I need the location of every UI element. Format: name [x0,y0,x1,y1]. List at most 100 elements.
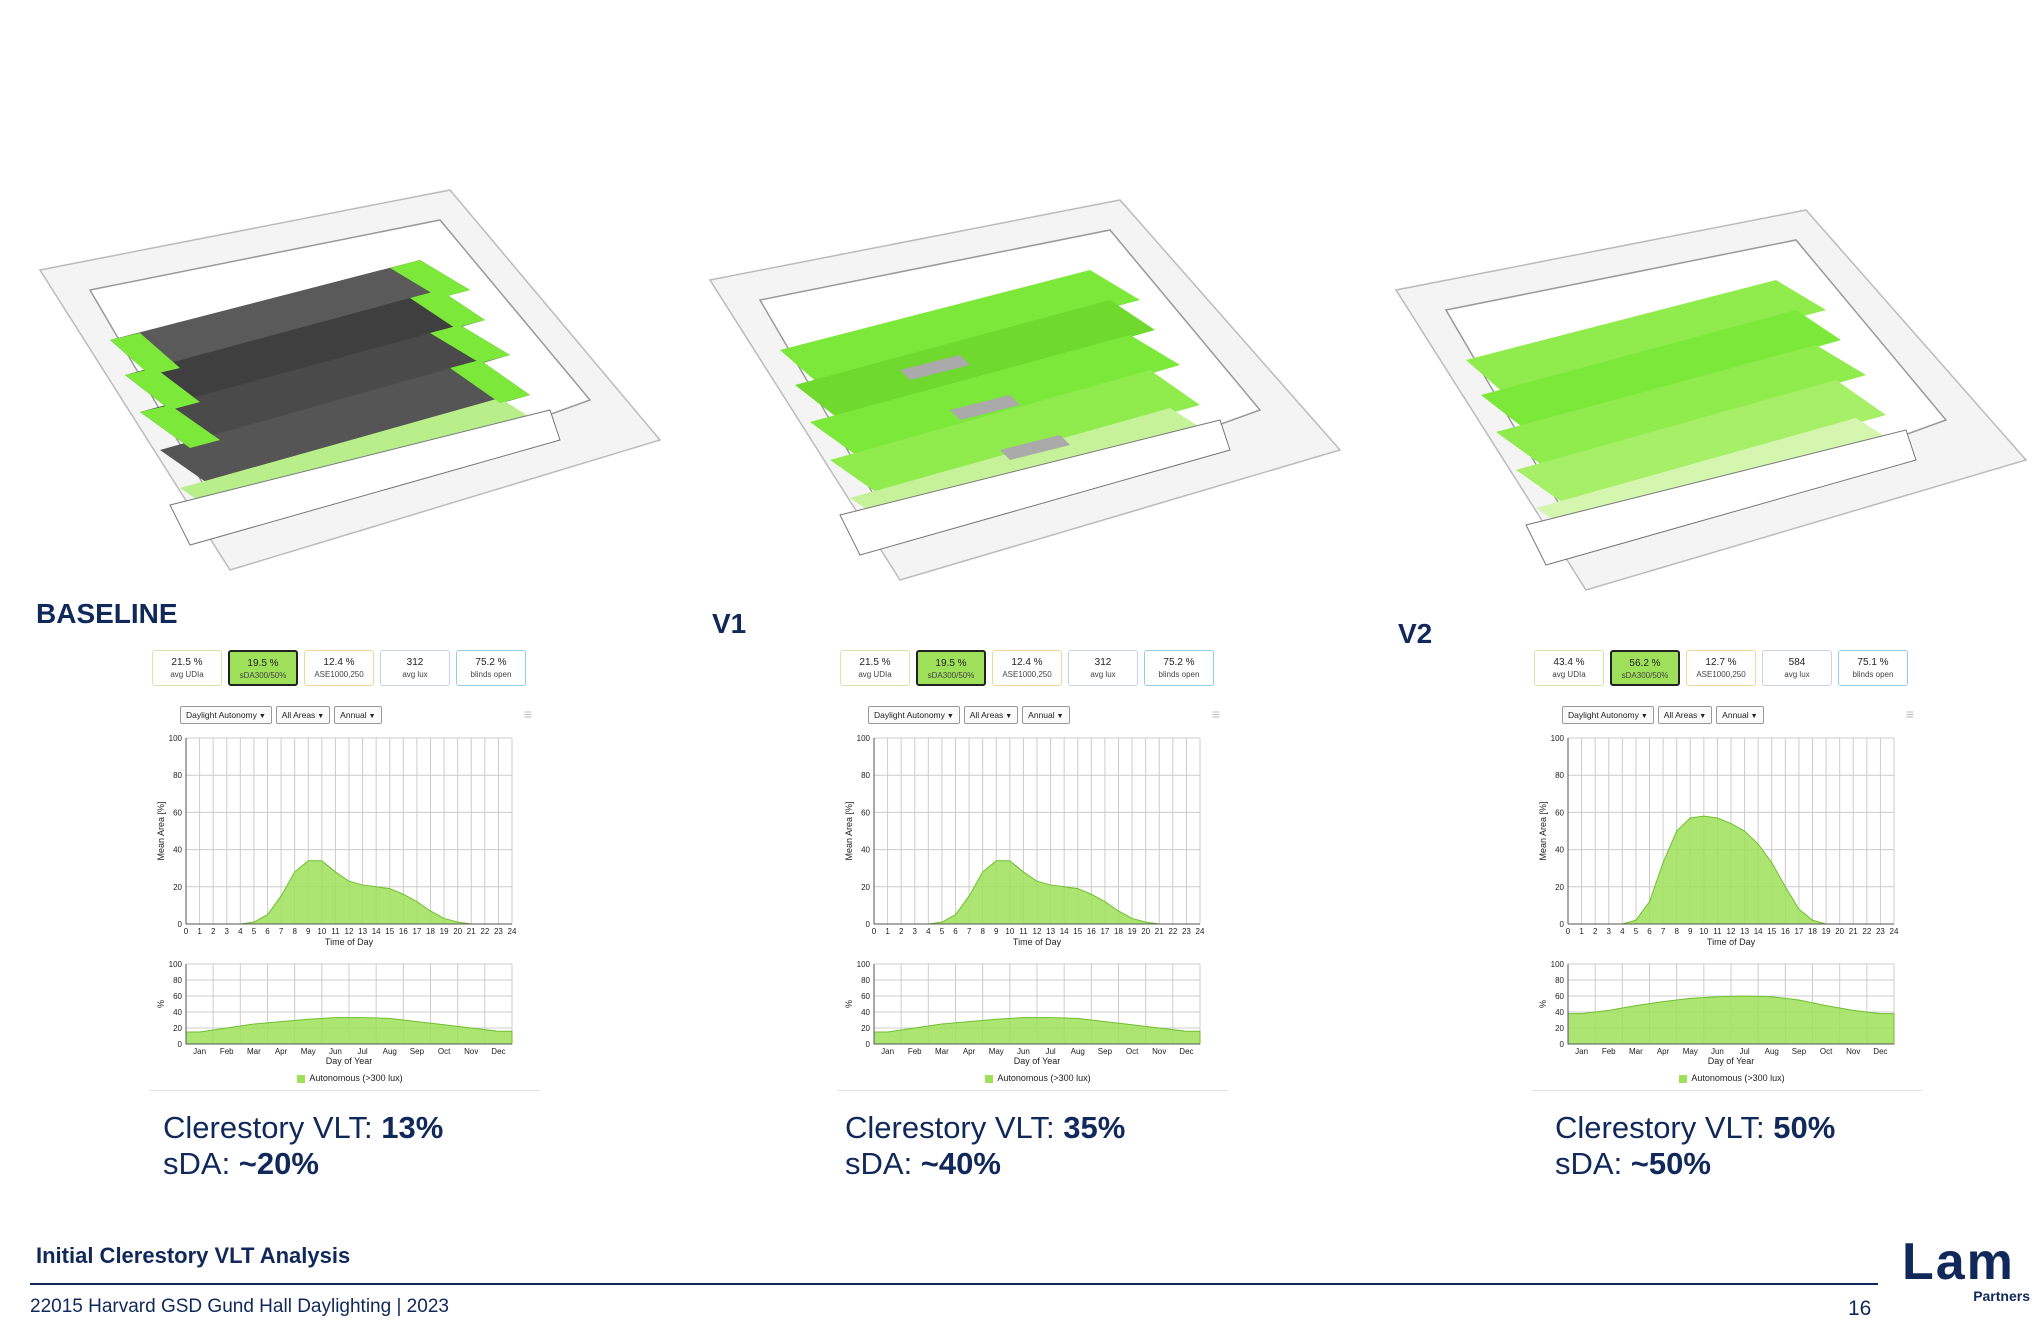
x-tick-label: 16 [399,927,408,936]
metric-card[interactable]: 43.4 % avg UDIa [1534,650,1604,686]
chart-legend[interactable]: Autonomous (>300 lux) [150,1073,550,1083]
metric-label: ASE1000,250 [1696,670,1746,679]
metric-dropdown[interactable]: Daylight Autonomy ▼ [180,706,272,724]
metric-card[interactable]: 75.2 % blinds open [1144,650,1214,686]
x-tick-label: 10 [1699,927,1708,936]
metric-card[interactable]: 12.7 % ASE1000,250 [1686,650,1756,686]
hamburger-menu-icon[interactable]: ≡ [1211,706,1220,722]
x-tick-label: 1 [885,927,890,936]
x-tick-label: 12 [1033,927,1042,936]
x-tick-label: Apr [275,1047,288,1056]
metric-card[interactable]: 75.2 % blinds open [456,650,526,686]
metric-label: sDA300/50% [239,671,287,680]
x-tick-label: Mar [935,1047,949,1056]
hamburger-menu-icon[interactable]: ≡ [1905,706,1914,722]
y-tick-label: 0 [178,920,183,929]
x-tick-label: Jul [357,1047,367,1056]
period-dropdown[interactable]: Annual ▼ [1022,706,1070,724]
metric-card[interactable]: 12.4 % ASE1000,250 [304,650,374,686]
x-tick-label: 9 [994,927,999,936]
metric-card[interactable]: 75.1 % blinds open [1838,650,1908,686]
caret-down-icon: ▼ [944,713,954,720]
y-tick-label: 20 [1555,883,1564,892]
x-tick-label: 18 [1114,927,1123,936]
x-tick-label: Aug [383,1047,397,1056]
analysis-panel-v1: 21.5 % avg UDIa 19.5 % sDA300/50% 12.4 % ASE1… [838,650,1238,1091]
x-tick-label: Oct [1126,1047,1139,1056]
y-tick-label: 100 [857,734,871,743]
y-tick-label: 20 [173,883,182,892]
y-tick-label: 100 [169,734,183,743]
area-dropdown[interactable]: All Areas ▼ [963,706,1019,724]
x-axis-title: Day of Year [1014,1056,1061,1066]
chart-day-of-year: 0 20 40 60 80 100 Jan Feb Mar Apr May Jun Jul Aug Sep O… [156,960,513,1066]
caret-down-icon: ▼ [1638,713,1648,720]
metric-card[interactable]: 584 avg lux [1762,650,1832,686]
x-tick-label: 14 [1060,927,1069,936]
metric-card[interactable]: 12.4 % ASE1000,250 [992,650,1062,686]
caret-down-icon: ▼ [1054,713,1064,720]
x-tick-label: 14 [1754,927,1763,936]
x-tick-label: Dec [491,1047,505,1056]
period-dropdown[interactable]: Annual ▼ [1716,706,1764,724]
caret-down-icon: ▼ [1697,713,1707,720]
metric-card[interactable]: 21.5 % avg UDIa [152,650,222,686]
x-tick-label: 20 [453,927,462,936]
metric-card[interactable]: 21.5 % avg UDIa [840,650,910,686]
legend-swatch [985,1074,994,1083]
y-tick-label: 20 [1555,1024,1564,1033]
metric-dropdown[interactable]: Daylight Autonomy ▼ [1562,706,1654,724]
chart-legend[interactable]: Autonomous (>300 lux) [838,1073,1238,1083]
metric-value: 75.2 % [1163,657,1195,668]
x-tick-label: 6 [265,927,270,936]
chart-legend[interactable]: Autonomous (>300 lux) [1532,1073,1932,1083]
x-tick-label: 0 [1566,927,1571,936]
x-tick-label: Mar [247,1047,261,1056]
x-tick-label: 1 [1579,927,1584,936]
metric-value: 19.5 % [935,658,967,669]
metric-card[interactable]: 19.5 % sDA300/50% [228,650,298,686]
panel-divider [1532,1090,1922,1091]
y-tick-label: 100 [1551,734,1565,743]
y-tick-label: 100 [857,960,871,969]
x-tick-label: 22 [1862,927,1871,936]
variant-label-baseline: BASELINE [36,598,178,629]
x-tick-label: Nov [1846,1047,1860,1056]
metric-value: 584 [1788,657,1806,668]
x-tick-label: 23 [1876,927,1885,936]
x-tick-label: Feb [1602,1047,1616,1056]
x-tick-label: May [301,1047,316,1056]
footer-title: Initial Clerestory VLT Analysis [36,1243,351,1268]
x-tick-label: 16 [1781,927,1790,936]
metric-value: 12.4 % [323,657,355,668]
x-axis-title: Day of Year [1708,1056,1755,1066]
x-tick-label: 11 [1713,927,1722,936]
x-tick-label: 11 [1019,927,1028,936]
area-dropdown[interactable]: All Areas ▼ [1657,706,1713,724]
y-tick-label: 100 [1551,960,1565,969]
metric-card[interactable]: 19.5 % sDA300/50% [916,650,986,686]
metric-card[interactable]: 312 avg lux [380,650,450,686]
x-tick-label: Jul [1045,1047,1055,1056]
x-axis-title: Day of Year [326,1056,373,1066]
x-tick-label: 22 [480,927,489,936]
metric-dropdown[interactable]: Daylight Autonomy ▼ [868,706,960,724]
legend-swatch [1679,1074,1688,1083]
period-dropdown[interactable]: Annual ▼ [334,706,382,724]
metric-card[interactable]: 56.2 % sDA300/50% [1610,650,1680,686]
area-dropdown[interactable]: All Areas ▼ [275,706,331,724]
x-tick-label: 10 [1005,927,1014,936]
y-tick-label: 40 [1555,846,1564,855]
y-tick-label: 20 [861,883,870,892]
caret-down-icon: ▼ [1003,713,1013,720]
metric-card[interactable]: 312 avg lux [1068,650,1138,686]
panel-divider [150,1090,540,1091]
x-tick-label: Dec [1179,1047,1193,1056]
panel-divider [838,1090,1228,1091]
chart-controls: Daylight Autonomy ▼ All Areas ▼ Annual ▼ [868,706,1070,724]
variant-label-v1: V1 [712,608,747,639]
dropdown-label: Daylight Autonomy [874,710,945,720]
hamburger-menu-icon[interactable]: ≡ [523,706,532,722]
